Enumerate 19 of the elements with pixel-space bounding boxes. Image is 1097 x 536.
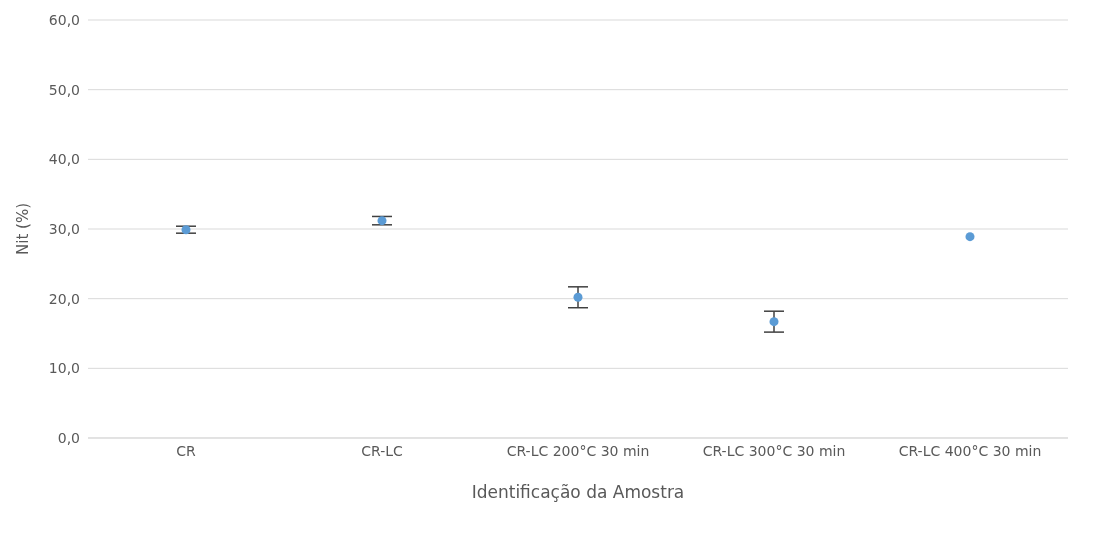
point xyxy=(769,317,779,327)
point xyxy=(965,232,975,242)
y-tick-label: 30,0 xyxy=(48,220,80,237)
x-tick-label: CR-LC 400°C 30 min xyxy=(898,442,1042,459)
point xyxy=(181,225,191,235)
y-tick-label: 20,0 xyxy=(48,290,80,307)
x-tick-label: CR-LC 300°C 30 min xyxy=(702,442,846,459)
point xyxy=(573,292,583,302)
x-axis-title: Identificação da Amostra xyxy=(471,482,685,502)
y-tick-label: 40,0 xyxy=(48,151,80,168)
y-tick-label: 60,0 xyxy=(48,11,80,28)
y-tick-label: 10,0 xyxy=(48,360,80,377)
x-tick-label: CR-LC xyxy=(361,442,404,459)
x-tick-label: CR-LC 200°C 30 min xyxy=(506,442,650,459)
point xyxy=(377,216,387,226)
x-tick-label: CR xyxy=(176,442,197,459)
y-tick-label: 50,0 xyxy=(48,81,80,98)
y-axis-title: Nit (%) xyxy=(14,203,33,255)
y-tick-label: 0,0 xyxy=(57,429,80,446)
